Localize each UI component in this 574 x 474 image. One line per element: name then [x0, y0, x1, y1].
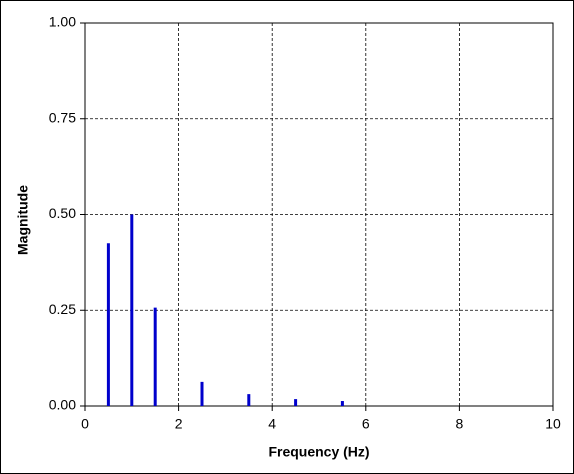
y-tick-label: 0.75 — [49, 109, 76, 125]
x-tick-label: 0 — [81, 416, 89, 432]
y-axis-title: Magnitude — [15, 185, 31, 255]
plot-area — [84, 22, 554, 407]
x-tick-label: 8 — [456, 416, 464, 432]
x-tick-label: 4 — [268, 416, 276, 432]
y-tick-label: 1.00 — [49, 14, 76, 30]
x-tick-label: 2 — [175, 416, 183, 432]
y-tick-label: 0.00 — [49, 397, 76, 413]
y-tick-label: 0.50 — [49, 205, 76, 221]
x-tick-label: 6 — [362, 416, 370, 432]
x-tick-label: 10 — [545, 416, 561, 432]
x-axis-title: Frequency (Hz) — [268, 444, 369, 460]
y-tick-label: 0.25 — [49, 301, 76, 317]
